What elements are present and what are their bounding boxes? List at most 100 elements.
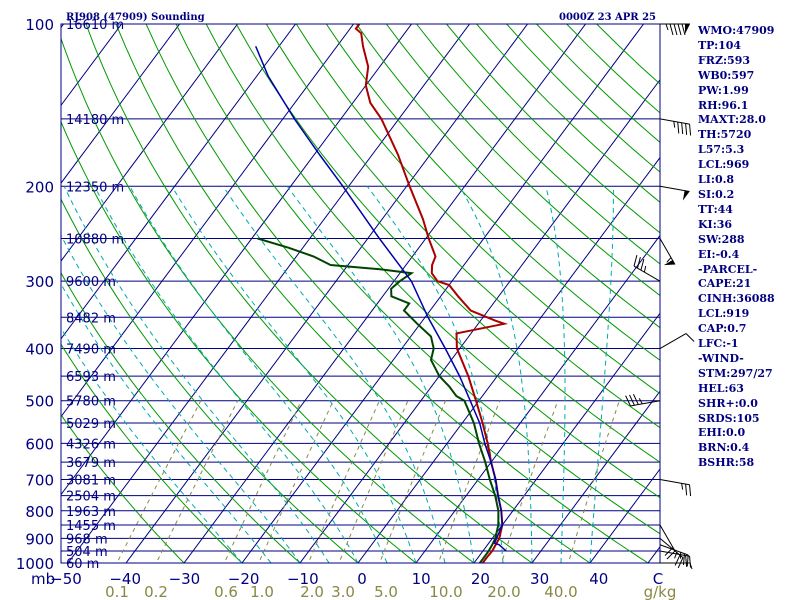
wind-barb-half-feather [643,265,647,273]
height-label: 12350 m [66,180,124,195]
index-row: SRDS:105 [698,411,760,425]
wind-barb-feather [677,121,680,134]
height-label: 14180 m [66,113,124,128]
index-row: STM:297/27 [698,366,773,380]
height-label: 10880 m [66,232,124,247]
mixing-ratio-tick-label: 10.0 [429,583,462,600]
index-row: TP:104 [698,38,742,52]
wind-barb-column [625,23,695,570]
dry-adiabat-line [61,36,475,563]
isotherm-line [61,24,181,184]
wind-barb-flag [685,24,690,34]
height-label: 9600 m [66,275,116,290]
height-label: 5780 m [66,395,116,410]
index-row: FRZ:593 [698,53,751,67]
wind-barb-feather [686,554,689,567]
wind-barb-half-feather [666,257,672,263]
mixing-ratio-line [437,400,501,563]
wind-barb-feather [625,395,631,407]
height-label: 8482 m [66,311,116,326]
wind-barb-feather [633,255,638,267]
index-row: BRN:0.4 [698,441,750,455]
station-title: RJ908 (47909) Sounding [66,12,205,23]
temperature-tick-label: 40 [589,570,608,588]
temperature-tick-label: −40 [109,570,141,588]
pressure-tick-label: 100 [25,16,54,34]
mixing-ratio-line [307,400,380,563]
wind-barb [659,238,676,266]
height-label: 4326 m [66,437,116,452]
wind-barb-feather [677,557,684,569]
index-row: EHI:0.0 [698,426,746,440]
height-label: 968 m [66,532,108,547]
height-label: 3081 m [66,474,116,489]
temperature-tick-label: 10 [412,570,431,588]
moist-adiabat-line [63,186,330,563]
dry-adiabat-line [115,24,591,563]
wind-barb-feather [689,556,692,568]
pressure-tick-label: 600 [25,435,54,453]
wind-barb-half-feather [674,552,678,559]
wind-barb [659,524,676,560]
wind-barb [659,185,690,201]
wind-barb-half-feather [665,23,669,31]
index-row: PW:1.99 [698,83,749,97]
index-row: SHR+:0.0 [698,396,758,410]
index-row: RH:96.1 [698,98,749,112]
moist-adiabat-line [222,186,446,563]
isotherm-line [125,24,529,563]
index-row: CAP:0.7 [698,322,747,336]
wind-barb [659,333,695,349]
height-label: 5029 m [66,417,116,432]
height-label: 2504 m [66,490,116,505]
pressure-axis-label: mb [31,570,55,588]
dry-adiabat-line [265,24,660,429]
dry-adiabat-line [355,24,660,329]
isotherm-line [61,24,239,262]
dry-adiabat-line [235,24,660,463]
wind-barb-feather [689,484,692,497]
wind-barb-feather [682,553,685,566]
isotherm-line [61,24,355,418]
height-label: 6593 m [66,370,116,385]
moist-adiabat-line [545,186,566,563]
index-row: KI:36 [698,217,733,231]
mixing-ratio-tick-label: 2.0 [300,583,324,600]
mixing-ratio-line [338,400,409,563]
wind-barb [633,255,661,282]
index-row: LCL:919 [698,307,750,321]
height-label: 16610 m [66,18,124,33]
dry-adiabat-line [386,24,660,297]
wind-barb [659,537,684,569]
moist-adiabat-line [61,234,301,563]
pressure-tick-label: 200 [25,178,54,196]
temperature-tick-label: 20 [471,570,490,588]
index-row: MAXT:28.0 [698,113,766,127]
index-row: TH:5720 [698,128,752,142]
isotherm-line [357,156,660,563]
index-row: LCL:969 [698,158,750,172]
pressure-tick-label: 300 [25,273,54,291]
wind-barb-feather [636,257,641,269]
wind-barb-half-feather [638,398,643,405]
plot-frame [60,23,661,564]
mixing-ratio-line [116,400,202,563]
index-row: WB0:597 [698,68,755,82]
wind-barb-feather [685,555,688,567]
wind-barb-feather [681,23,686,36]
index-row: -PARCEL- [698,262,758,276]
wind-barb-feather [677,23,682,36]
index-row: CINH:36088 [698,292,775,306]
wind-barb-staff [659,333,687,349]
dewpoint-profile [257,237,500,563]
wind-barb-feather [681,122,684,135]
wind-barb-staff [659,524,676,552]
moist-adiabat-line [589,186,614,563]
height-label: 60 m [66,557,99,572]
wind-barb-flag [682,190,690,201]
index-row: LFC:-1 [698,337,739,351]
index-row: LI:0.8 [698,173,735,187]
temperature-tick-label: −20 [228,570,260,588]
